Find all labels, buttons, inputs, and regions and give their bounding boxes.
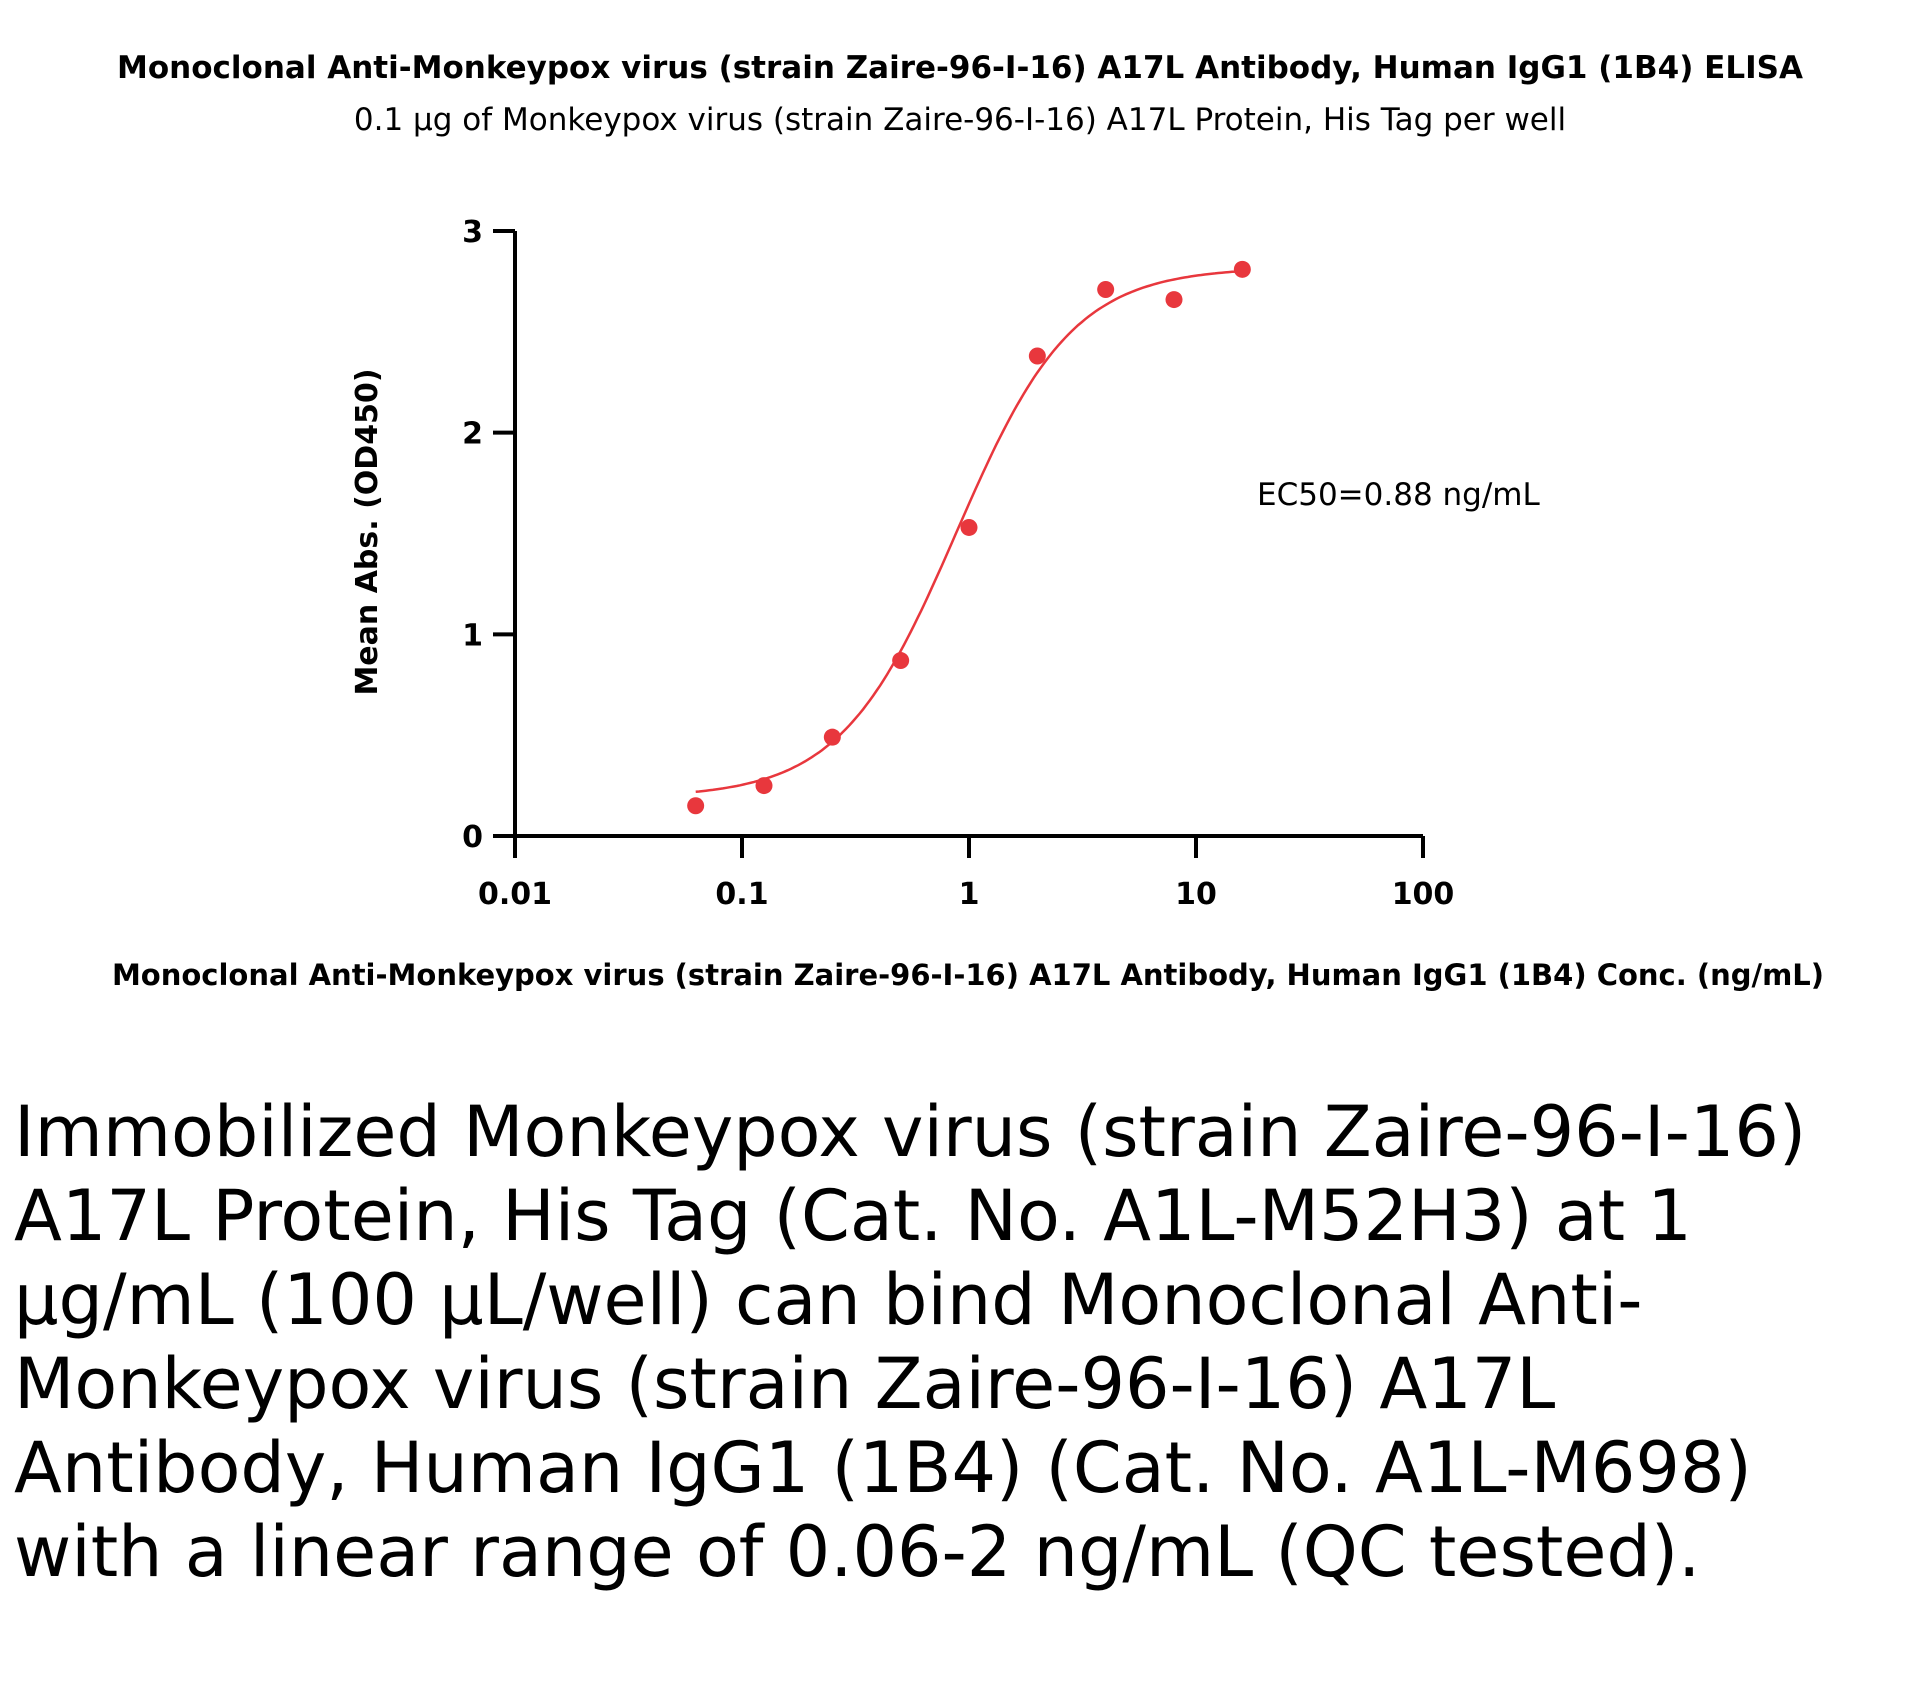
x-tick-label: 10	[1175, 877, 1217, 912]
y-tick-label: 3	[462, 215, 483, 250]
data-points	[687, 260, 1251, 815]
data-point	[1097, 280, 1115, 298]
data-point	[1233, 260, 1251, 278]
data-point	[755, 777, 773, 795]
data-point	[687, 797, 705, 815]
data-point	[960, 518, 978, 536]
data-point	[1028, 347, 1046, 365]
y-tick-label: 1	[462, 618, 483, 653]
x-tick-label: 0.1	[715, 877, 768, 912]
y-tick-label: 0	[462, 820, 483, 855]
y-tick-label: 2	[462, 417, 483, 452]
elisa-chart: Monoclonal Anti-Monkeypox virus (strain …	[112, 50, 1824, 992]
figure-caption: Immobilized Monkeypox virus (strain Zair…	[14, 1091, 1807, 1593]
chart-subtitle: 0.1 µg of Monkeypox virus (strain Zaire-…	[354, 102, 1566, 138]
fit-curve	[695, 269, 1243, 794]
data-point	[892, 652, 910, 670]
ec50-annotation: EC50=0.88 ng/mL	[1257, 477, 1540, 513]
chart-title: Monoclonal Anti-Monkeypox virus (strain …	[117, 50, 1803, 86]
data-point	[823, 728, 841, 746]
axes: 0 1 2 3 0.01 0.1 1 10 100	[462, 215, 1454, 912]
y-axis-label: Mean Abs. (OD450)	[350, 368, 385, 695]
x-tick-label: 1	[959, 877, 980, 912]
data-point	[1165, 291, 1183, 309]
x-axis-label: Monoclonal Anti-Monkeypox virus (strain …	[112, 958, 1824, 992]
x-tick-label: 0.01	[478, 877, 552, 912]
x-tick-label: 100	[1392, 877, 1455, 912]
fit-curve-layer	[695, 269, 1243, 794]
